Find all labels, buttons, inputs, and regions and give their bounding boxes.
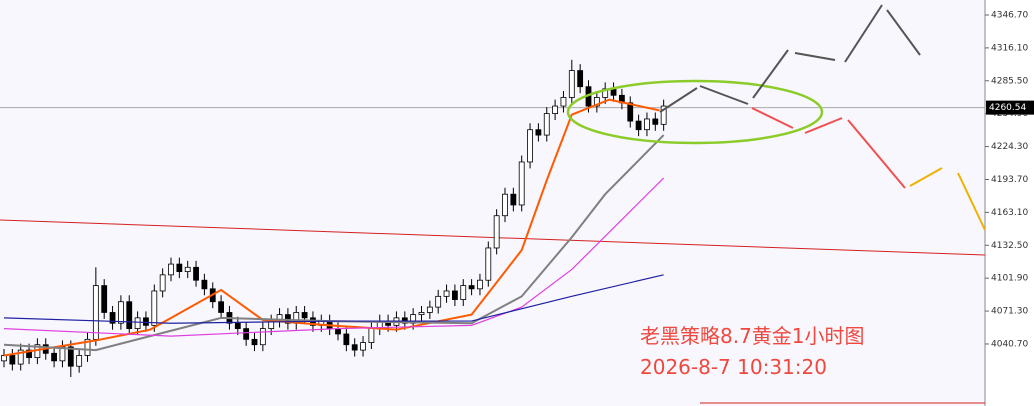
candle-body	[468, 285, 475, 290]
candle-body	[193, 266, 199, 281]
candle-body	[443, 290, 450, 297]
candle-body	[184, 266, 191, 273]
y-tick-label: 4101.90	[991, 274, 1028, 284]
candle-body	[118, 301, 124, 324]
candle-body	[510, 193, 517, 206]
candle-body	[143, 317, 149, 326]
candle-body	[92, 285, 99, 340]
candle-body	[493, 215, 500, 249]
candle-body	[17, 349, 24, 365]
candle-body	[435, 295, 442, 308]
plot	[0, 59, 985, 377]
moving-average	[3, 177, 665, 337]
candle-body	[176, 263, 183, 273]
candle-body	[301, 312, 308, 319]
candle-body	[126, 301, 133, 329]
candle-body	[201, 279, 208, 290]
candle-body	[151, 290, 158, 326]
forecast-arrows	[659, 4, 986, 231]
y-tick-label: 4071.30	[991, 307, 1028, 317]
y-tick-label: 4224.30	[991, 142, 1028, 152]
y-tick-label: 4316.10	[991, 43, 1028, 53]
candle-body	[644, 118, 650, 131]
candle-body	[76, 355, 83, 367]
candle-body	[101, 285, 108, 313]
candle-body	[168, 263, 174, 276]
price-axis	[985, 0, 1034, 406]
y-tick-label: 4193.70	[991, 175, 1028, 185]
moving-average	[3, 134, 665, 352]
current-price-label: 4260.54	[989, 103, 1026, 113]
candle-body	[660, 105, 667, 125]
y-tick-label: 4163.10	[991, 208, 1028, 218]
plot-background	[0, 0, 985, 406]
candle-body	[243, 328, 250, 340]
y-tick-label: 4040.70	[991, 339, 1028, 349]
highlight-ellipse	[566, 79, 824, 145]
candle-body	[343, 333, 350, 346]
candle-body	[577, 70, 584, 88]
annotation-title: 老黑策略8.7黄金1小时图	[640, 324, 865, 348]
candle-body	[477, 279, 483, 290]
candle-body	[134, 317, 141, 329]
candle-body	[426, 306, 433, 313]
annotation-time: 2026-8-7 10:31:20	[640, 355, 827, 379]
y-tick-label: 4285.50	[991, 76, 1028, 86]
moving-average	[3, 98, 660, 357]
candle-body	[84, 338, 91, 356]
candle-body	[485, 247, 492, 281]
moving-average	[3, 274, 664, 324]
candle-body	[9, 355, 16, 365]
candle-body	[234, 322, 241, 329]
candle-body	[360, 342, 366, 351]
candle-body	[351, 344, 358, 351]
candle-body	[552, 105, 558, 114]
candle-body	[51, 352, 57, 362]
candle-body	[502, 193, 508, 217]
candle-body	[593, 97, 600, 107]
candle-body	[109, 312, 116, 324]
candle-body	[652, 118, 659, 125]
candle-body	[159, 274, 166, 292]
candle-body	[527, 129, 533, 163]
candle-body	[560, 97, 567, 107]
candle-body	[335, 328, 341, 335]
trend-line	[0, 219, 986, 256]
candle-body	[26, 349, 32, 359]
candle-body	[535, 129, 542, 136]
candle-body	[218, 301, 225, 313]
candle-body	[1, 355, 7, 362]
current-price-box	[986, 100, 1034, 115]
y-tick-label: 4346.70	[991, 10, 1028, 20]
candle-body	[418, 312, 425, 316]
candle-body	[568, 70, 575, 98]
candle-body	[368, 328, 375, 343]
candle-body	[518, 161, 525, 206]
candle-body	[460, 285, 467, 300]
candle-body	[251, 338, 258, 346]
candle-body	[451, 290, 458, 300]
candle-body	[627, 102, 634, 122]
candle-body	[67, 346, 74, 367]
candle-body	[635, 120, 642, 131]
y-tick-label: 4132.50	[991, 241, 1028, 251]
candle-body	[543, 113, 550, 136]
candle-body	[259, 328, 266, 346]
